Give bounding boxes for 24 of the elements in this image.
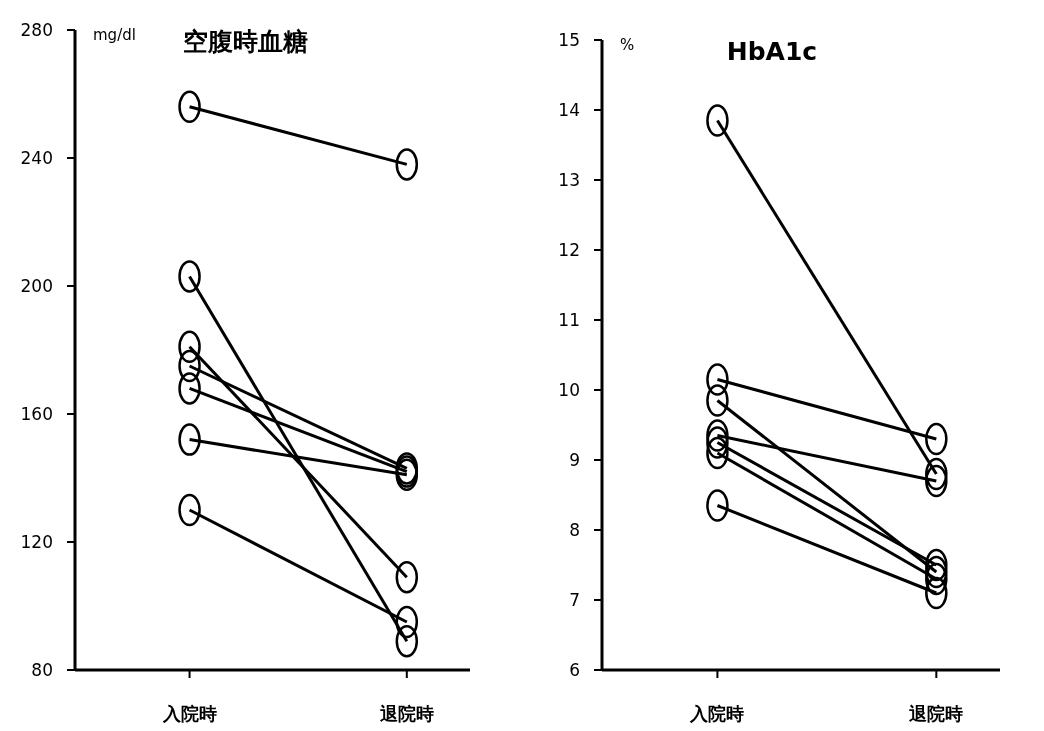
y-tick-label: 14: [558, 100, 580, 120]
y-tick-label: 7: [569, 590, 580, 610]
y-tick-label: 80: [31, 660, 53, 680]
y-tick-label: 15: [558, 30, 580, 50]
y-axis-title: mg/dl: [93, 26, 136, 44]
y-tick-label: 9: [569, 450, 580, 470]
x-tick-label: 入院時: [161, 703, 217, 724]
y-axis-title: %: [620, 36, 635, 54]
y-tick-label: 8: [569, 520, 580, 540]
y-tick-label: 120: [20, 532, 53, 552]
y-tick-label: 240: [20, 148, 53, 168]
y-tick-label: 200: [20, 276, 53, 296]
x-tick-label: 退院時: [378, 703, 434, 724]
y-tick-label: 10: [558, 380, 580, 400]
x-tick-label: 退院時: [908, 703, 964, 724]
y-tick-label: 280: [20, 20, 53, 40]
y-tick-label: 13: [558, 170, 580, 190]
y-tick-label: 12: [558, 240, 580, 260]
y-tick-label: 160: [20, 404, 53, 424]
chart-title: 空腹時血糖: [182, 27, 308, 56]
x-tick-label: 入院時: [689, 703, 745, 724]
chart-title: HbA1c: [726, 37, 818, 66]
y-tick-label: 6: [569, 660, 580, 680]
y-tick-label: 11: [558, 310, 580, 330]
